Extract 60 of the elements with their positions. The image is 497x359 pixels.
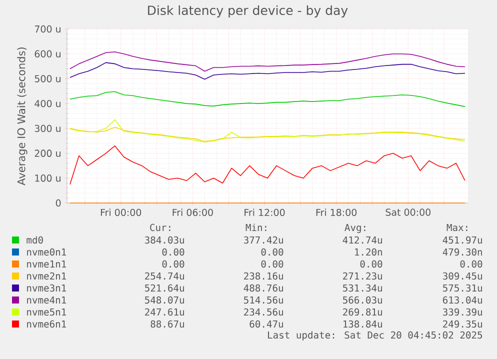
text: 247.61u [145,308,184,316]
text: 531.34u [343,284,382,292]
legend-label: nvme4n1 [27,296,66,304]
text: 384.03u [144,236,184,244]
text: Cur: [150,224,170,232]
text: 412.74u [342,236,382,244]
text: 60.47u [250,320,283,328]
text: 138.84u [344,320,382,328]
legend-label: nvme6n1 [27,320,66,328]
y-tick-label: 100 u [35,174,60,182]
y-axis-title: Average IO Wait (seconds) [17,48,28,186]
x-tick-label: Fri 00:00 [100,208,142,216]
legend-label: nvme0n1 [27,248,66,256]
text: 309.45u [442,272,482,280]
text: 1.20n [355,248,382,256]
text: 566.03u [343,296,382,304]
text: Max: [446,224,468,232]
text: 0.00 [261,248,284,256]
text: 488.76u [244,284,283,292]
text: 377.42u [244,236,283,244]
text: 238.16u [244,272,283,280]
text: 0.00 [162,260,184,268]
text: Avg: [344,224,366,234]
text: 575.31u [443,284,482,292]
text: 0.00 [162,248,184,256]
x-tick-label: Fri 12:00 [244,208,285,216]
text: 88.67u [150,320,184,328]
text: 479.30n [442,248,482,256]
y-tick-label: 500 u [34,75,60,82]
text: 339.39u [442,308,482,316]
legend-label: nvme1n1 [27,260,66,268]
x-tick-label: Fri 18:00 [316,208,357,216]
text: 548.07u [145,296,184,304]
y-tick-label: 200 u [34,150,60,157]
x-tick-label: Fri 06:00 [172,208,213,216]
legend-label: nvme3n1 [27,284,66,292]
chart-title: Disk latency per device - by day [148,5,348,18]
y-tick-label: 400 u [34,100,60,108]
text: Min: [246,224,266,231]
text: 521.64u [145,284,184,292]
text: 0.00 [460,260,482,268]
text: 234.56u [244,308,283,316]
y-tick-label: 700 u [34,25,60,33]
text: Last update: Sat Dec 20 04:45:02 2025 [268,331,482,340]
y-tick-label: 600 u [34,50,60,58]
text: 254.74u [145,272,184,280]
text: 0.00 [360,260,382,268]
text: 269.81u [343,308,382,316]
legend-label: md0 [26,236,43,244]
text: 0.00 [261,260,284,268]
text: 613.04u [442,296,482,304]
text: 451.97u [442,236,482,244]
y-tick-label: 0 [56,199,61,207]
legend-label: nvme2n1 [27,272,66,280]
legend-label: nvme5n1 [27,308,66,316]
text: 514.56u [244,296,283,304]
y-tick-label: 300 u [34,124,60,132]
x-tick-label: Sat 00:00 [386,208,430,216]
text: 271.23u [343,272,382,280]
text: 249.35u [443,320,482,328]
